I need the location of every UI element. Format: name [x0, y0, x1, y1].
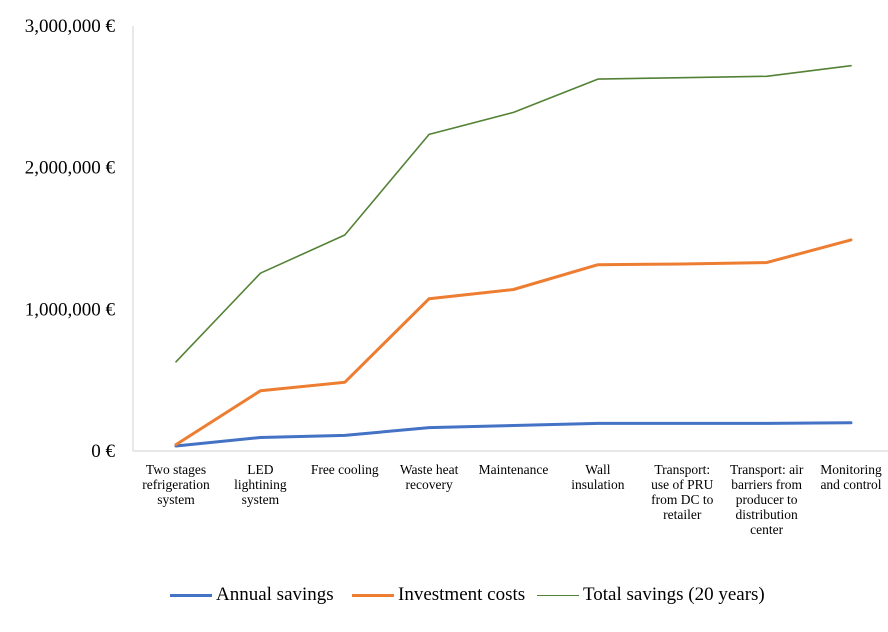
legend-label-investment-costs: Investment costs: [398, 584, 526, 605]
legend-swatch-investment-costs: [352, 593, 394, 597]
legend-item-total-savings: Total savings (20 years): [537, 580, 765, 610]
x-tick-label: Maintenance: [479, 462, 549, 477]
x-tick-label: Two stages refrigeration system: [142, 462, 210, 507]
x-tick-label: Wall insulation: [571, 462, 624, 492]
x-tick-label: Monitoring and control: [820, 462, 882, 492]
y-axis-ticks: 0 € 1,000,000 € 2,000,000 € 3,000,000 €: [25, 16, 116, 462]
x-tick-label: Free cooling: [311, 462, 379, 477]
y-tick-label: 1,000,000 €: [25, 299, 116, 320]
series-line-investment-costs: [174, 238, 853, 447]
legend-label-annual-savings: Annual savings: [216, 584, 334, 605]
y-tick-label: 2,000,000 €: [25, 158, 116, 179]
x-tick-label: Waste heat recovery: [400, 462, 459, 492]
legend-swatch-annual-savings: [170, 593, 212, 597]
legend-item-annual-savings: Annual savings: [170, 580, 334, 610]
series-lines: [174, 64, 853, 448]
legend-item-investment-costs: Investment costs: [352, 580, 525, 610]
x-tick-label: LED lightining system: [234, 462, 287, 507]
x-tick-label: Transport: air barriers from producer to di…: [730, 462, 804, 537]
series-line-total-savings-20-years: [175, 64, 852, 363]
y-tick-label: 3,000,000 €: [25, 16, 116, 37]
series-line-annual-savings: [174, 421, 853, 448]
x-tick-label: Transport: use of PRU from DC to retailer: [651, 462, 714, 522]
legend: Annual savings Investment costs Total sa…: [0, 580, 888, 610]
legend-swatch-total-savings: [537, 594, 579, 596]
legend-label-total-savings: Total savings (20 years): [583, 584, 765, 605]
y-tick-label: 0 €: [91, 441, 115, 462]
x-axis-ticks: Two stages refrigeration system LED lightini…: [142, 462, 882, 537]
